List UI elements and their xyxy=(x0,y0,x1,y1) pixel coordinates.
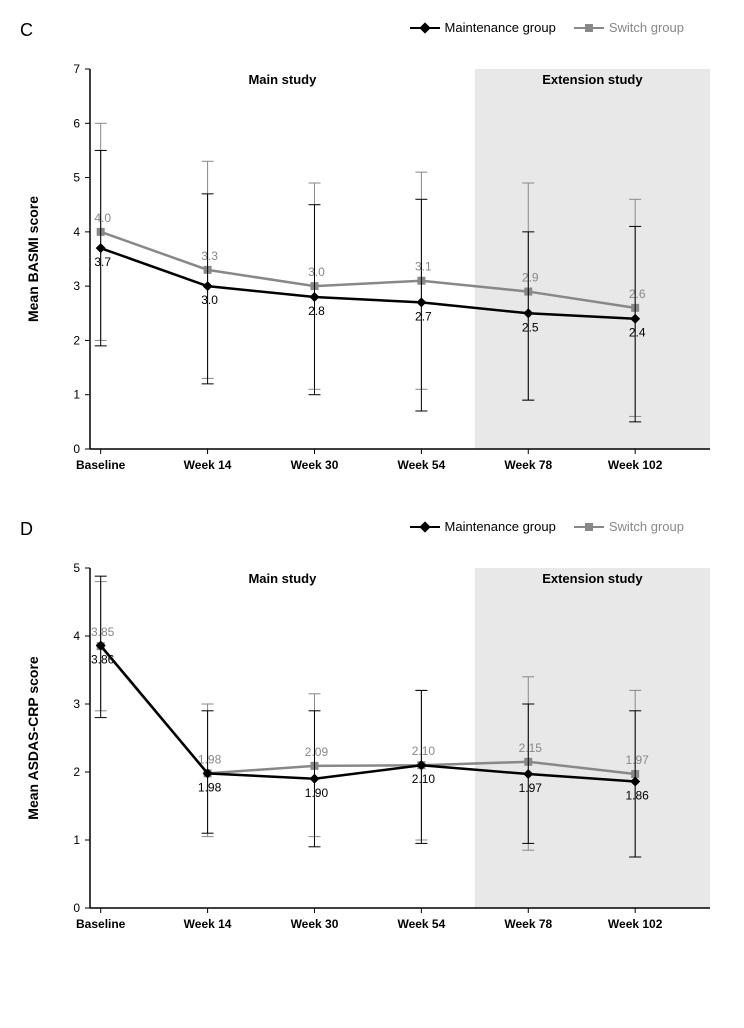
extension-study-label: Extension study xyxy=(542,571,643,586)
maintenance-series-value-label: 2.4 xyxy=(629,326,646,340)
panel-label: C xyxy=(20,20,33,41)
legend-maintenance: Maintenance group xyxy=(410,519,556,534)
legend-maintenance-label: Maintenance group xyxy=(445,519,556,534)
x-tick-label: Week 54 xyxy=(397,458,445,472)
x-tick-label: Week 14 xyxy=(184,917,232,931)
y-tick-label: 0 xyxy=(73,442,80,456)
y-tick-label: 6 xyxy=(73,116,80,130)
maintenance-series-marker xyxy=(203,281,213,291)
y-tick-label: 1 xyxy=(73,388,80,402)
extension-region xyxy=(475,568,710,908)
legend-maintenance: Maintenance group xyxy=(410,20,556,35)
x-tick-label: Week 102 xyxy=(608,917,663,931)
y-tick-label: 5 xyxy=(73,171,80,185)
legend: Maintenance group Switch group xyxy=(20,519,724,534)
chart-d: D Maintenance group Switch group 0 1 2 3 4 5 M… xyxy=(20,519,724,948)
y-tick-label: 4 xyxy=(73,225,80,239)
legend-switch: Switch group xyxy=(574,519,684,534)
y-tick-label: 2 xyxy=(73,765,80,779)
maintenance-series-value-label: 1.98 xyxy=(198,780,222,794)
y-tick-label: 4 xyxy=(73,629,80,643)
x-tick-label: Week 30 xyxy=(291,917,339,931)
y-axis-label: Mean BASMI score xyxy=(25,196,41,322)
main-study-label: Main study xyxy=(248,72,317,87)
y-axis-label: Mean ASDAS-CRP score xyxy=(25,656,41,820)
y-tick-label: 7 xyxy=(73,62,80,76)
x-tick-label: Week 54 xyxy=(397,917,445,931)
switch-series-value-label: 4.0 xyxy=(94,211,111,225)
legend-switch-label: Switch group xyxy=(609,20,684,35)
x-tick-label: Baseline xyxy=(76,917,126,931)
switch-series-value-label: 3.1 xyxy=(415,260,432,274)
maintenance-series-value-label: 1.86 xyxy=(625,789,649,803)
legend: Maintenance group Switch group xyxy=(20,20,724,35)
maintenance-series-value-label: 1.90 xyxy=(305,786,329,800)
switch-series-value-label: 2.6 xyxy=(629,287,646,301)
maintenance-series-value-label: 2.5 xyxy=(522,320,539,334)
maintenance-series-value-label: 2.10 xyxy=(412,772,436,786)
main-study-label: Main study xyxy=(248,571,317,586)
switch-series-value-label: 1.97 xyxy=(625,753,649,767)
chart-c: C Maintenance group Switch group 0 1 2 3 4 5 6… xyxy=(20,20,724,489)
y-tick-label: 0 xyxy=(73,901,80,915)
extension-region xyxy=(475,69,710,449)
x-tick-label: Week 14 xyxy=(184,458,232,472)
y-tick-label: 3 xyxy=(73,697,80,711)
maintenance-series-value-label: 3.0 xyxy=(201,293,218,307)
legend-switch-label: Switch group xyxy=(609,519,684,534)
chart-svg: 0 1 2 3 4 5 Mean ASDAS-CRP score Baseline Week 1… xyxy=(20,538,730,948)
maintenance-series-value-label: 1.97 xyxy=(519,781,543,795)
panel-label: D xyxy=(20,519,33,540)
chart-svg: 0 1 2 3 4 5 6 7 Mean BASMI score Baseline Week 14 W… xyxy=(20,39,730,489)
maintenance-series-marker xyxy=(96,243,106,253)
switch-series-value-label: 2.09 xyxy=(305,745,329,759)
maintenance-series-value-label: 2.7 xyxy=(415,309,432,323)
maintenance-series-marker xyxy=(309,774,319,784)
x-tick-label: Week 78 xyxy=(504,917,552,931)
legend-switch: Switch group xyxy=(574,20,684,35)
switch-series-value-label: 2.10 xyxy=(412,744,436,758)
maintenance-series-value-label: 2.8 xyxy=(308,304,325,318)
y-tick-label: 2 xyxy=(73,333,80,347)
legend-maintenance-label: Maintenance group xyxy=(445,20,556,35)
y-tick-label: 5 xyxy=(73,561,80,575)
switch-series-value-label: 2.15 xyxy=(519,741,543,755)
switch-series-value-label: 3.0 xyxy=(308,265,325,279)
y-tick-label: 1 xyxy=(73,833,80,847)
y-tick-label: 3 xyxy=(73,279,80,293)
x-tick-label: Week 30 xyxy=(291,458,339,472)
maintenance-series-value-label: 3.86 xyxy=(91,653,115,667)
x-tick-label: Week 102 xyxy=(608,458,663,472)
maintenance-series-value-label: 3.7 xyxy=(94,255,111,269)
x-tick-label: Week 78 xyxy=(504,458,552,472)
switch-series-value-label: 3.85 xyxy=(91,625,115,639)
maintenance-series-marker xyxy=(416,297,426,307)
extension-study-label: Extension study xyxy=(542,72,643,87)
switch-series-value-label: 2.9 xyxy=(522,271,539,285)
maintenance-series-marker xyxy=(309,292,319,302)
x-tick-label: Baseline xyxy=(76,458,126,472)
switch-series-value-label: 3.3 xyxy=(201,249,218,263)
